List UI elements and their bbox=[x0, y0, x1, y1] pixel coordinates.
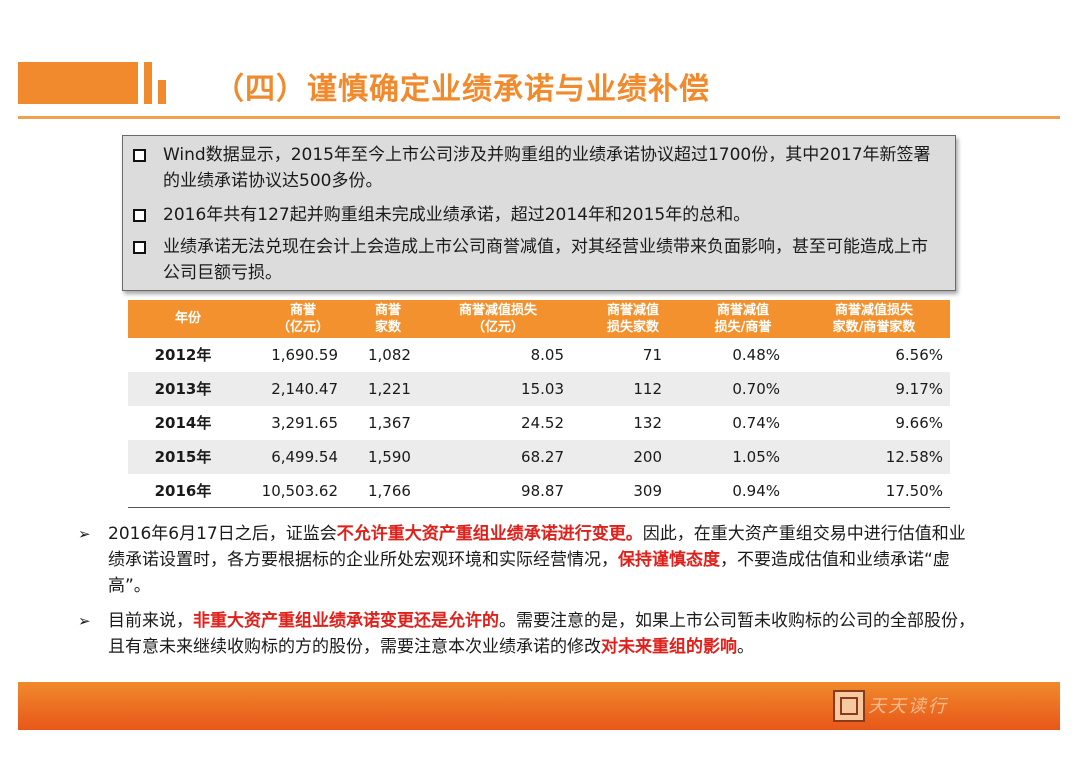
col-header: 商誉 家数 bbox=[374, 303, 401, 335]
box-bullet-text: Wind数据显示，2015年至今上市公司涉及并购重组的业绩承诺协议超过1700份… bbox=[163, 145, 931, 191]
text-run: 2016年6月17日之后，证监会 bbox=[108, 524, 337, 544]
table-cell: 98.87 bbox=[521, 482, 564, 500]
year-cell: 2014年 bbox=[154, 414, 212, 432]
table-cell: 1,082 bbox=[368, 346, 411, 364]
year-cell: 2013年 bbox=[154, 380, 212, 398]
highlight-run: 非重大资产重组业绩承诺变更还是允许的 bbox=[193, 611, 499, 631]
col-header: 商誉减值 损失家数 bbox=[606, 303, 659, 335]
table-cell: 71 bbox=[642, 346, 662, 364]
table-cell: 3,291.65 bbox=[271, 414, 338, 432]
col-header: 商誉减值损失 家数/商誉家数 bbox=[832, 303, 916, 335]
table-cell: 0.48% bbox=[732, 346, 780, 364]
header-accent-bar-thin bbox=[144, 62, 152, 104]
table-cell: 1,690.59 bbox=[271, 346, 338, 364]
footer-logo-text: 天天读行 bbox=[868, 696, 948, 717]
arrow-bullet-icon: ➢ bbox=[78, 612, 91, 630]
year-cell: 2016年 bbox=[154, 482, 212, 500]
square-bullet-icon bbox=[133, 209, 146, 222]
text-run: 。 bbox=[737, 637, 754, 657]
table-cell: 0.74% bbox=[732, 414, 780, 432]
table-cell: 1,766 bbox=[368, 482, 411, 500]
highlight-run: 保持谨慎态度 bbox=[618, 550, 720, 570]
table-cell: 8.05 bbox=[530, 346, 564, 364]
header-accent-bar bbox=[18, 62, 138, 104]
arrow-bullet-text: 2016年6月17日之后，证监会不允许重大资产重组业绩承诺进行变更。因此，在重大… bbox=[108, 521, 978, 599]
col-header: 年份 bbox=[174, 311, 201, 326]
seal-logo-icon bbox=[833, 690, 865, 722]
text-run: 因此，在重大资产重组交易中进行估值和业绩承诺设置时，各方要根据标的企业所处宏观环… bbox=[108, 524, 966, 570]
col-header: 商誉 （亿元） bbox=[276, 303, 329, 335]
year-cell: 2015年 bbox=[154, 448, 212, 466]
table-row: 2016年 10,503.62 1,766 98.87 309 0.94% 17… bbox=[128, 474, 950, 508]
table-cell: 6,499.54 bbox=[271, 448, 338, 466]
table-row: 2013年 2,140.47 1,221 15.03 112 0.70% 9.1… bbox=[128, 372, 950, 406]
year-cell: 2012年 bbox=[154, 346, 212, 364]
table-cell: 1,590 bbox=[368, 448, 411, 466]
table-cell: 10,503.62 bbox=[261, 482, 338, 500]
table-bottom-rule bbox=[128, 507, 950, 508]
text-run: ，不要造成估值和业绩承诺“虚高”。 bbox=[108, 550, 950, 596]
box-bullet-text: 业绩承诺无法兑现在会计上会造成上市公司商誉减值，对其经营业绩带来负面影响，甚至可… bbox=[163, 237, 928, 283]
summary-box: Wind数据显示，2015年至今上市公司涉及并购重组的业绩承诺协议超过1700份… bbox=[122, 135, 956, 291]
square-bullet-icon bbox=[133, 241, 146, 254]
table-cell: 0.94% bbox=[732, 482, 780, 500]
table-row: 2012年 1,690.59 1,082 8.05 71 0.48% 6.56% bbox=[128, 338, 950, 372]
header-divider bbox=[18, 116, 1060, 119]
table-cell: 12.58% bbox=[885, 448, 943, 466]
table-cell: 17.50% bbox=[885, 482, 943, 500]
col-header: 商誉减值损失 （亿元） bbox=[458, 303, 537, 335]
text-run: 目前来说， bbox=[108, 611, 193, 631]
table-cell: 68.27 bbox=[521, 448, 564, 466]
table-cell: 112 bbox=[633, 380, 662, 398]
table-header: 年份 商誉 （亿元） 商誉 家数 商誉减值损失 （亿元） 商誉减值 损失家数 商… bbox=[128, 300, 950, 338]
slide: （四）谨慎确定业绩承诺与业绩补偿 Wind数据显示，2015年至今上市公司涉及并… bbox=[18, 40, 1060, 730]
arrow-bullet-icon: ➢ bbox=[78, 525, 91, 543]
table-cell: 200 bbox=[633, 448, 662, 466]
table-row: 2014年 3,291.65 1,367 24.52 132 0.74% 9.6… bbox=[128, 406, 950, 440]
table-cell: 309 bbox=[633, 482, 662, 500]
table-cell: 9.66% bbox=[895, 414, 943, 432]
table-cell: 2,140.47 bbox=[271, 380, 338, 398]
highlight-run: 对未来重组的影响 bbox=[601, 637, 737, 657]
text-run: 。需要注意的是，如果上市公司暂未收购标的公司的全部股份，且有意未来继续收购标的方… bbox=[108, 611, 975, 657]
header-accent-bar-short bbox=[158, 80, 166, 104]
table-cell: 1.05% bbox=[732, 448, 780, 466]
table-cell: 15.03 bbox=[521, 380, 564, 398]
table-cell: 0.70% bbox=[732, 380, 780, 398]
table-cell: 9.17% bbox=[895, 380, 943, 398]
box-bullet-text: 2016年共有127起并购重组未完成业绩承诺，超过2014年和2015年的总和。 bbox=[163, 205, 751, 225]
table-cell: 1,367 bbox=[368, 414, 411, 432]
col-header: 商誉减值 损失/商誉 bbox=[714, 303, 772, 335]
footer-band: 天天读行 bbox=[18, 682, 1060, 730]
table-row: 2015年 6,499.54 1,590 68.27 200 1.05% 12.… bbox=[128, 440, 950, 474]
table-cell: 1,221 bbox=[368, 380, 411, 398]
square-bullet-icon bbox=[133, 149, 146, 162]
slide-title: （四）谨慎确定业绩承诺与业绩补偿 bbox=[214, 72, 710, 107]
table-cell: 132 bbox=[633, 414, 662, 432]
table-cell: 24.52 bbox=[521, 414, 564, 432]
highlight-run: 不允许重大资产重组业绩承诺进行变更。 bbox=[336, 524, 643, 544]
arrow-bullet-text: 目前来说，非重大资产重组业绩承诺变更还是允许的。需要注意的是，如果上市公司暂未收… bbox=[108, 608, 978, 660]
table-cell: 6.56% bbox=[895, 346, 943, 364]
